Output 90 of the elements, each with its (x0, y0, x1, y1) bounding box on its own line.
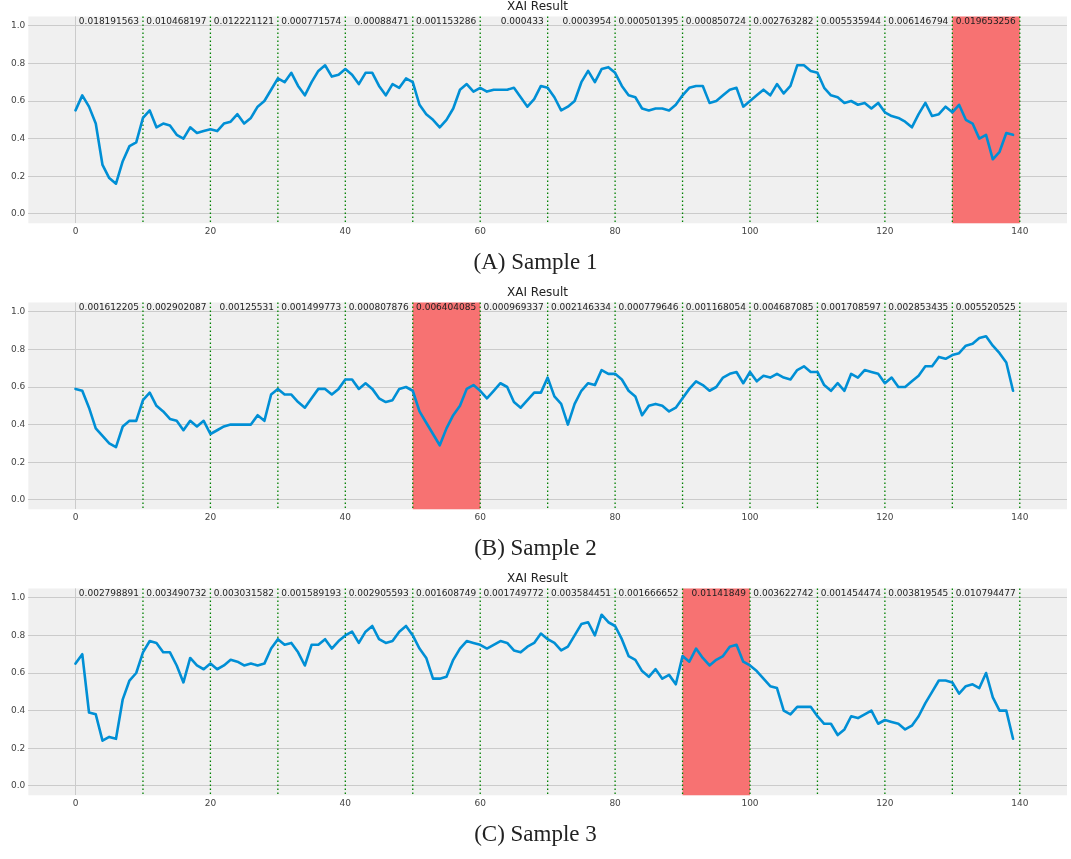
x-tick-label: 40 (339, 225, 352, 236)
annotation: 0.006146794 (888, 16, 949, 27)
annotation: 0.000433 (500, 16, 544, 27)
annotation: 0.019653256 (955, 16, 1017, 27)
annotation: 0.000779646 (618, 302, 679, 313)
y-tick-label: 0.8 (10, 57, 26, 68)
annotation: 0.000771574 (281, 16, 342, 27)
y-tick-label: 0.8 (10, 343, 26, 354)
x-tick-label: 120 (876, 511, 894, 522)
annotation: 0.001589193 (281, 588, 342, 599)
annotation: 0.0003954 (562, 16, 612, 27)
annotation: 0.010794477 (955, 588, 1016, 599)
annotation: 0.00125531 (219, 302, 274, 313)
y-tick-label: 0.4 (10, 418, 26, 429)
x-tick-label: 80 (609, 511, 622, 522)
annotation: 0.002905593 (348, 588, 409, 599)
annotation: 0.006404085 (416, 302, 477, 313)
x-tick-label: 40 (339, 511, 352, 522)
annotation: 0.001153286 (416, 16, 477, 27)
annotation: 0.005535944 (820, 16, 882, 27)
y-tick-label: 0.6 (10, 667, 26, 678)
y-tick-label: 0.8 (10, 629, 26, 640)
y-tick-label: 0.2 (10, 170, 26, 181)
x-tick-label: 100 (741, 797, 759, 808)
y-tick-label: 0.0 (10, 494, 26, 505)
annotation: 0.001168054 (685, 302, 747, 313)
annotation: 0.003490732 (146, 588, 207, 599)
x-tick-label: 120 (876, 225, 894, 236)
x-tick-label: 20 (204, 225, 217, 236)
x-tick-label: 0 (72, 225, 79, 236)
annotation: 0.005520525 (955, 302, 1016, 313)
annotation: 0.002798891 (78, 588, 139, 599)
annotation: 0.004687085 (753, 302, 814, 313)
annotation: 0.003584451 (550, 588, 612, 599)
annotation: 0.018191563 (78, 16, 139, 27)
chart-title: XAI Result (507, 0, 569, 14)
annotation: 0.00088471 (354, 16, 409, 27)
x-tick-label: 140 (1011, 797, 1029, 808)
y-tick-label: 0.0 (10, 780, 26, 791)
annotation: 0.001608749 (416, 588, 477, 599)
y-tick-label: 0.6 (10, 95, 26, 106)
text: (C) Sample 3 (473, 820, 598, 848)
y-tick-label: 0.4 (10, 132, 26, 143)
y-tick-label: 0.6 (10, 381, 26, 392)
x-tick-label: 60 (474, 511, 487, 522)
annotation: 0.002902087 (146, 302, 207, 313)
x-tick-label: 100 (741, 225, 759, 236)
x-tick-label: 60 (474, 225, 487, 236)
x-tick-label: 80 (609, 797, 622, 808)
annotation: 0.002763282 (753, 16, 814, 27)
annotation: 0.003622742 (753, 588, 814, 599)
annotation: 0.01141849 (691, 588, 747, 599)
annotation: 0.010468197 (146, 16, 207, 27)
annotation: 0.012221121 (213, 16, 274, 27)
chart-title: XAI Result (507, 285, 569, 300)
y-tick-label: 1.0 (10, 592, 26, 603)
chart-title: XAI Result (507, 571, 569, 586)
annotation: 0.001454474 (820, 588, 882, 599)
y-tick-label: 0.2 (10, 456, 26, 467)
y-tick-label: 0.2 (10, 742, 26, 753)
annotation: 0.000850724 (685, 16, 747, 27)
annotation: 0.000969337 (483, 302, 544, 313)
y-tick-label: 0.4 (10, 704, 26, 715)
annotation: 0.001708597 (820, 302, 881, 313)
annotation: 0.001612205 (78, 302, 139, 313)
text: (A) Sample 1 (472, 248, 599, 276)
annotation: 0.001499773 (281, 302, 342, 313)
annotation: 0.003031582 (213, 588, 274, 599)
x-tick-label: 60 (474, 797, 487, 808)
x-tick-label: 140 (1011, 225, 1029, 236)
x-tick-label: 0 (72, 511, 79, 522)
y-tick-label: 1.0 (10, 20, 26, 31)
annotation: 0.000807876 (348, 302, 410, 313)
annotation: 0.001749772 (483, 588, 544, 599)
annotation: 0.003819545 (888, 588, 949, 599)
y-tick-label: 0.0 (10, 208, 26, 219)
x-tick-label: 20 (204, 797, 217, 808)
x-tick-label: 100 (741, 511, 759, 522)
x-tick-label: 80 (609, 225, 622, 236)
x-tick-label: 20 (204, 511, 217, 522)
annotation: 0.002853435 (888, 302, 949, 313)
text: (B) Sample 2 (473, 534, 598, 562)
x-tick-label: 0 (72, 797, 79, 808)
annotation: 0.002146334 (550, 302, 612, 313)
annotation: 0.001666652 (618, 588, 679, 599)
x-tick-label: 120 (876, 797, 894, 808)
y-tick-label: 1.0 (10, 306, 26, 317)
x-tick-label: 140 (1011, 511, 1029, 522)
x-tick-label: 40 (339, 797, 352, 808)
annotation: 0.000501395 (618, 16, 679, 27)
